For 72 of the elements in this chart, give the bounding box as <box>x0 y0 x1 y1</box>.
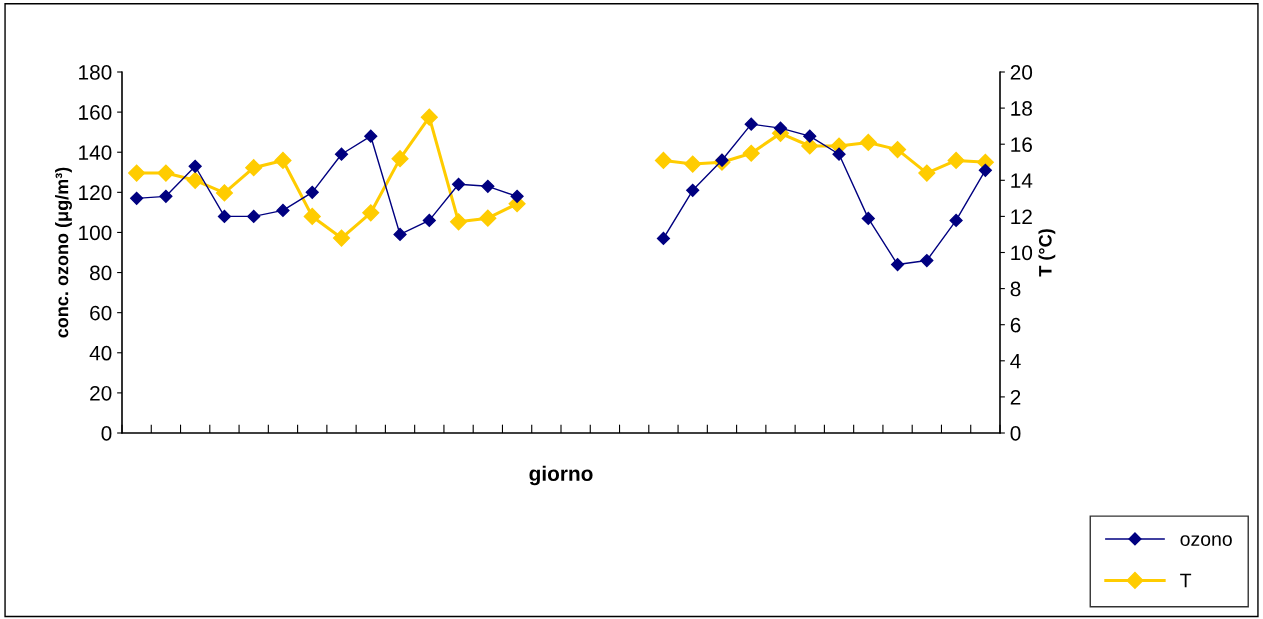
point <box>479 209 497 227</box>
y2-tick-label: 0 <box>1010 426 1021 441</box>
point <box>362 204 380 222</box>
y-tick-label: 40 <box>89 345 112 361</box>
y-tick-label: 80 <box>90 265 112 281</box>
y2-tick-label: 16 <box>1011 137 1032 152</box>
y2-tick-label: 10 <box>1011 245 1033 261</box>
y-tick-label: 180 <box>79 65 112 80</box>
point <box>890 257 905 272</box>
point <box>422 213 436 227</box>
point <box>130 191 144 205</box>
point <box>420 108 438 126</box>
point <box>303 207 321 225</box>
y2-tick-label: 6 <box>1010 317 1021 333</box>
point <box>773 121 788 135</box>
point <box>332 229 351 247</box>
point <box>742 144 760 162</box>
y2-tick-label: 2 <box>1010 389 1021 405</box>
point <box>157 164 175 182</box>
point <box>949 213 963 227</box>
point <box>276 203 290 217</box>
y-axis-title: conc. ozono (μg/m³) <box>55 167 72 338</box>
y-tick-label: 0 <box>101 426 112 441</box>
point <box>305 185 319 199</box>
point <box>656 231 671 246</box>
y-tick-label: 20 <box>90 385 112 401</box>
point <box>188 159 202 173</box>
point <box>978 163 992 177</box>
point <box>861 211 875 225</box>
y-tick-label: 100 <box>79 225 112 241</box>
point <box>217 209 232 223</box>
point <box>859 133 877 151</box>
y2-tick-label: 12 <box>1011 209 1032 224</box>
legend-label: T <box>1180 573 1192 588</box>
point <box>481 179 495 193</box>
point <box>832 147 846 161</box>
point <box>889 141 907 159</box>
y2-tick-label: 8 <box>1010 281 1021 297</box>
point <box>920 253 934 268</box>
y2-axis-title: T (°C) <box>1038 229 1056 277</box>
point <box>159 189 173 203</box>
point <box>247 209 261 223</box>
point <box>451 177 466 191</box>
point <box>334 147 349 161</box>
y-tick-label: 160 <box>79 105 112 120</box>
point <box>274 151 292 169</box>
y2-tick-label: 14 <box>1011 173 1033 188</box>
y-tick-label: 140 <box>79 145 112 160</box>
point <box>391 150 409 168</box>
point <box>510 189 524 203</box>
y2-tick-label: 4 <box>1010 354 1021 369</box>
point <box>215 184 233 202</box>
y-tick-label: 120 <box>79 185 112 201</box>
point <box>686 183 700 197</box>
point <box>715 153 729 167</box>
point <box>450 213 468 231</box>
x-axis-title: giorno <box>529 465 593 486</box>
point <box>393 227 407 242</box>
point <box>684 155 702 173</box>
point <box>947 151 965 169</box>
y2-tick-label: 18 <box>1011 101 1032 116</box>
point <box>245 159 263 177</box>
y-tick-label: 60 <box>90 305 112 321</box>
point <box>654 151 672 169</box>
point <box>744 117 758 131</box>
legend-label: ozono <box>1180 535 1232 546</box>
point <box>364 129 378 143</box>
point <box>918 164 936 182</box>
point <box>186 171 204 189</box>
point <box>803 129 817 143</box>
y2-tick-label: 20 <box>1010 65 1033 80</box>
point <box>128 164 146 182</box>
